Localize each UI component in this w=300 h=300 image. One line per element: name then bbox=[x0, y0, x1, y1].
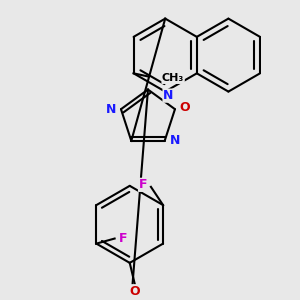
Text: N: N bbox=[169, 134, 180, 147]
Text: O: O bbox=[130, 285, 140, 298]
Text: N: N bbox=[106, 103, 116, 116]
Text: O: O bbox=[180, 100, 190, 114]
Text: CH₃: CH₃ bbox=[162, 74, 184, 83]
Text: F: F bbox=[139, 178, 147, 191]
Text: F: F bbox=[118, 232, 127, 245]
Text: N: N bbox=[163, 89, 173, 102]
